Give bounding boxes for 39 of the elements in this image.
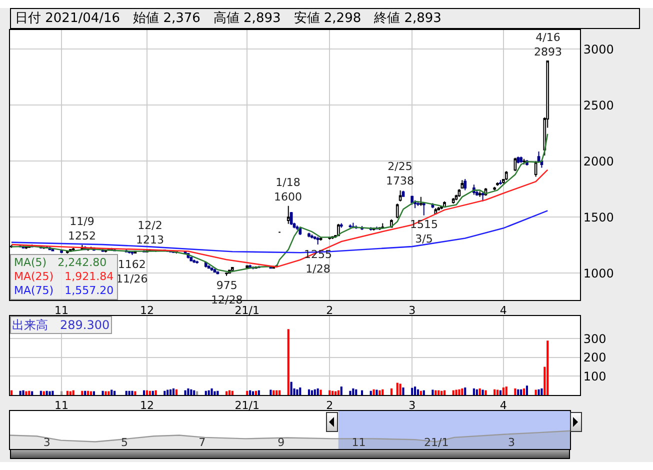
y-tick-label: 2500 xyxy=(583,98,614,112)
x-tick-label: 11 xyxy=(54,304,69,318)
x-tick-label: 11 xyxy=(352,436,366,449)
series-label: MA(25) 1,921.84 xyxy=(14,270,114,284)
annotation: 2/25 1738 xyxy=(386,160,414,188)
y-tick-label: 100 xyxy=(583,369,606,384)
y-tick-label: 3000 xyxy=(583,42,614,56)
x-tick-label: 3 xyxy=(508,436,515,449)
x-tick-label: 21/1 xyxy=(234,399,260,412)
y-tick-label: 1500 xyxy=(583,210,614,224)
x-tick-label: 9 xyxy=(278,436,285,449)
x-tick-label: 2 xyxy=(326,399,334,412)
header-panel: 日付 2021/04/16 始値 2,376 高値 2,893 安値 2,298 終値 2,893 xyxy=(10,8,640,29)
annotation: 4/16 2893 xyxy=(534,31,562,58)
y-tick-label: 200 xyxy=(583,350,606,365)
x-tick-label: 11 xyxy=(54,399,69,412)
annotation: 12/2 1213 xyxy=(136,219,164,246)
x-tick-label: 12 xyxy=(140,399,154,412)
annotation: 11/9 1252 xyxy=(68,215,96,242)
x-tick-label: 3 xyxy=(408,304,416,318)
y-tick-label: 1000 xyxy=(583,266,614,280)
x-tick-label: 12 xyxy=(140,304,154,318)
text: MA(75) 1,557.20 xyxy=(14,284,114,298)
x-tick-label: 4 xyxy=(500,304,507,318)
x-tick-label: 3 xyxy=(43,436,50,449)
x-tick-label: 7 xyxy=(198,436,206,449)
x-tick-label: 21/1 xyxy=(424,436,449,449)
x-tick-label: 21/1 xyxy=(234,304,260,318)
x-tick-label: 5 xyxy=(121,436,128,449)
y-tick-label: 300 xyxy=(583,332,606,346)
annotation: 出来高 289.300 xyxy=(12,318,110,332)
annotation: 1162 11/26 xyxy=(116,258,148,286)
annotation: 1515 3/5 xyxy=(410,218,438,246)
x-tick-label: 2 xyxy=(326,304,334,318)
annotation: 1/18 1600 xyxy=(274,176,302,204)
x-tick-label: 3 xyxy=(408,399,416,412)
series-label: MA(5) 2,242.80 xyxy=(14,256,108,270)
x-tick-label: 4 xyxy=(500,399,507,412)
y-tick-label: 2000 xyxy=(583,154,614,168)
